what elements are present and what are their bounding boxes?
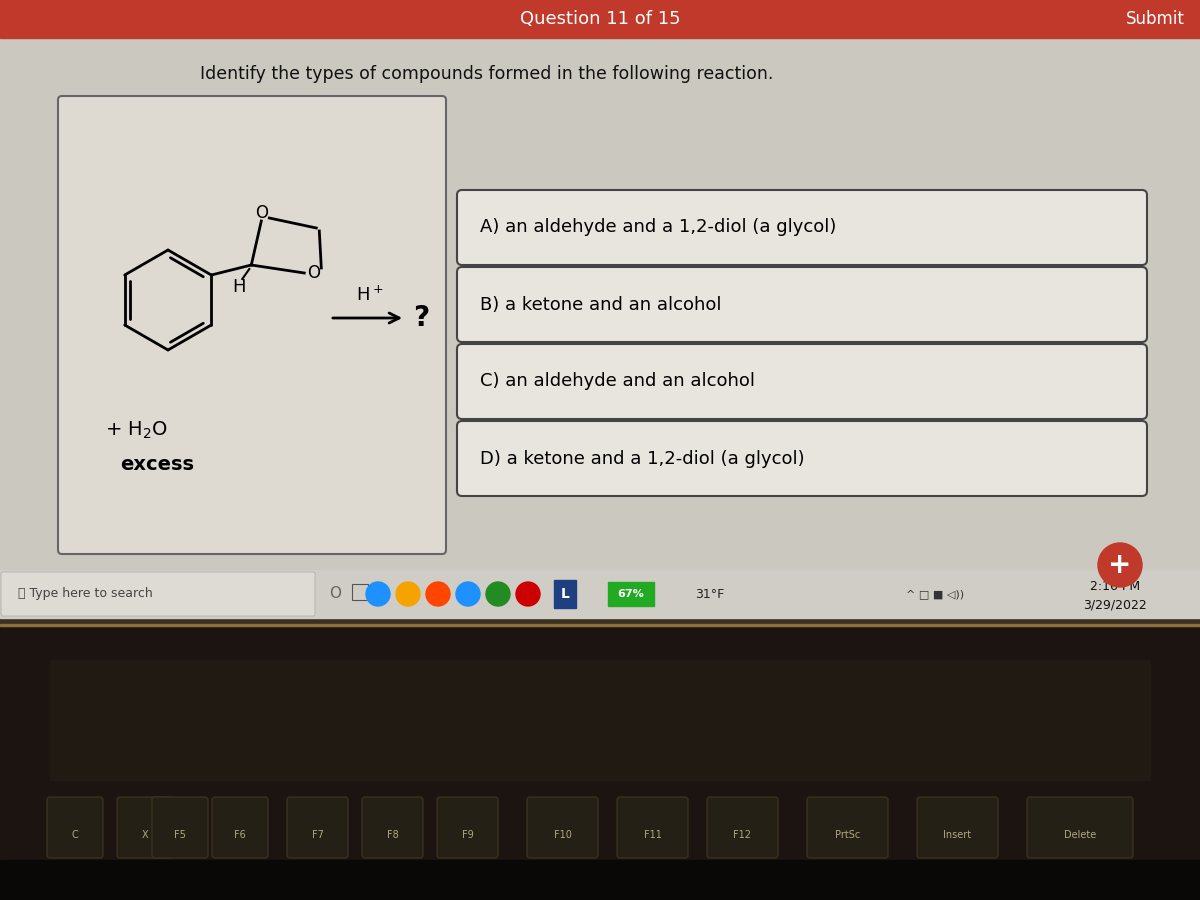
FancyBboxPatch shape: [617, 797, 688, 858]
FancyBboxPatch shape: [212, 797, 268, 858]
Bar: [554, 580, 576, 608]
Text: + H$_2$O: + H$_2$O: [106, 419, 168, 441]
Bar: [608, 582, 654, 606]
Text: ?: ?: [413, 304, 430, 332]
Text: F6: F6: [234, 831, 246, 841]
Text: F11: F11: [643, 831, 661, 841]
Text: Insert: Insert: [943, 831, 972, 841]
FancyBboxPatch shape: [362, 797, 424, 858]
Text: H$^+$: H$^+$: [356, 285, 384, 304]
FancyBboxPatch shape: [47, 797, 103, 858]
Text: 🔍 Type here to search: 🔍 Type here to search: [18, 588, 152, 600]
Text: 67%: 67%: [618, 589, 644, 599]
FancyBboxPatch shape: [457, 344, 1147, 419]
Text: D) a ketone and a 1,2-diol (a glycol): D) a ketone and a 1,2-diol (a glycol): [480, 449, 805, 467]
FancyBboxPatch shape: [152, 797, 208, 858]
Text: B) a ketone and an alcohol: B) a ketone and an alcohol: [480, 295, 721, 313]
Bar: [0, 0, 1200, 38]
FancyBboxPatch shape: [808, 797, 888, 858]
Text: Submit: Submit: [1126, 10, 1184, 28]
FancyBboxPatch shape: [457, 421, 1147, 496]
Text: X: X: [142, 831, 149, 841]
Text: 3/29/2022: 3/29/2022: [1084, 598, 1147, 611]
FancyBboxPatch shape: [1027, 797, 1133, 858]
Text: O: O: [254, 204, 268, 222]
Bar: [0, 570, 1200, 618]
Text: C) an aldehyde and an alcohol: C) an aldehyde and an alcohol: [480, 373, 755, 391]
Bar: [0, 624, 1200, 626]
Text: Identify the types of compounds formed in the following reaction.: Identify the types of compounds formed i…: [200, 65, 773, 83]
Text: excess: excess: [120, 455, 194, 474]
Text: Question 11 of 15: Question 11 of 15: [520, 10, 680, 28]
Bar: [0, 860, 1200, 900]
Text: C: C: [72, 831, 78, 841]
Text: F9: F9: [462, 831, 473, 841]
Text: F5: F5: [174, 831, 186, 841]
FancyBboxPatch shape: [457, 267, 1147, 342]
FancyBboxPatch shape: [437, 797, 498, 858]
FancyBboxPatch shape: [707, 797, 778, 858]
Text: Delete: Delete: [1064, 831, 1096, 841]
Bar: [50, 660, 1150, 780]
Circle shape: [456, 582, 480, 606]
Text: +: +: [1109, 551, 1132, 579]
FancyBboxPatch shape: [457, 190, 1147, 265]
Circle shape: [426, 582, 450, 606]
Text: F7: F7: [312, 831, 324, 841]
Text: F12: F12: [733, 831, 751, 841]
Circle shape: [516, 582, 540, 606]
Text: L: L: [560, 587, 570, 601]
Bar: [0, 618, 1200, 900]
FancyBboxPatch shape: [58, 96, 446, 554]
Text: ^ □ ■ ◁)): ^ □ ■ ◁)): [906, 589, 964, 599]
FancyBboxPatch shape: [287, 797, 348, 858]
Text: H: H: [233, 278, 246, 296]
Bar: [0, 618, 1200, 626]
Circle shape: [366, 582, 390, 606]
Text: PrtSc: PrtSc: [835, 831, 860, 841]
Bar: [0, 0, 1200, 620]
FancyBboxPatch shape: [527, 797, 598, 858]
Text: O: O: [307, 264, 320, 282]
Bar: [352, 584, 368, 600]
Circle shape: [1098, 543, 1142, 587]
Text: F10: F10: [553, 831, 571, 841]
Text: 31°F: 31°F: [695, 588, 725, 600]
FancyBboxPatch shape: [1, 572, 314, 616]
Circle shape: [486, 582, 510, 606]
Text: O: O: [329, 587, 341, 601]
Text: 2:16 PM: 2:16 PM: [1090, 580, 1140, 592]
Text: F8: F8: [386, 831, 398, 841]
FancyBboxPatch shape: [917, 797, 998, 858]
Text: A) an aldehyde and a 1,2-diol (a glycol): A) an aldehyde and a 1,2-diol (a glycol): [480, 219, 836, 237]
Circle shape: [396, 582, 420, 606]
FancyBboxPatch shape: [118, 797, 173, 858]
